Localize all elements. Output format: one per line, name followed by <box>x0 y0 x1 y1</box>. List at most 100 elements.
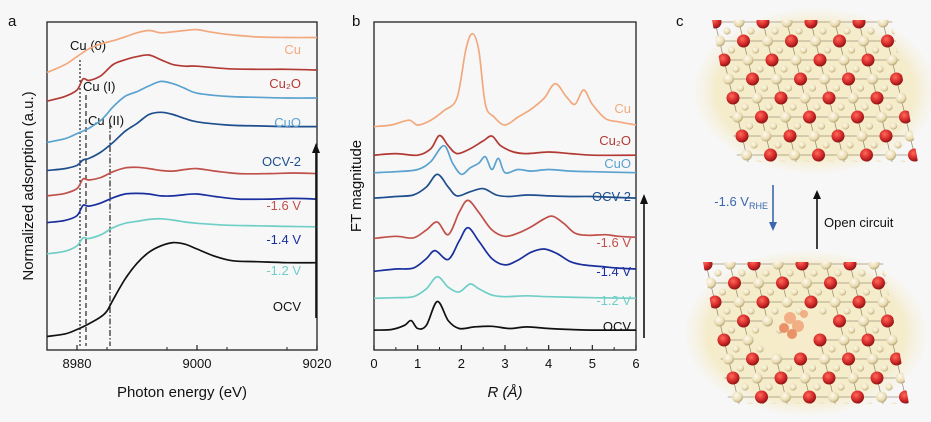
copper-atom <box>894 141 902 149</box>
x-tick-label: 2 <box>458 356 465 371</box>
copper-atom <box>867 27 875 35</box>
copper-atom <box>775 46 784 54</box>
series-label-OCV-2: OCV-2 <box>592 189 631 204</box>
oxygen-atom <box>735 129 749 143</box>
oxygen-atom <box>842 72 855 86</box>
copper-atom <box>849 277 860 289</box>
copper-atom <box>832 84 841 92</box>
copper-atom <box>843 27 851 35</box>
oxygen-atom <box>756 295 770 309</box>
oxygen-atom <box>822 371 836 385</box>
x-tick-label: 8980 <box>63 356 92 371</box>
copper-atom <box>798 141 806 149</box>
copper-atom <box>736 84 745 92</box>
copper-atom <box>819 307 827 315</box>
x-tick-label: 4 <box>545 356 552 371</box>
copper-atom <box>751 326 760 334</box>
copper-atom <box>771 73 782 85</box>
panel-a-series-labels: Cu Cu₂O CuO OCV-2 -1.6 V -1.4 V -1.2 V OCV <box>262 42 301 314</box>
copper-atom <box>856 84 865 92</box>
copper-atom <box>762 315 773 327</box>
copper-atom <box>723 307 731 315</box>
panel-c-label: c <box>676 13 684 30</box>
copper-atom <box>808 84 817 92</box>
copper-atom <box>837 383 845 391</box>
x-tick-label: 3 <box>501 356 508 371</box>
copper-atom <box>774 141 782 149</box>
oxygen-atom <box>813 53 827 67</box>
series-line-CuO <box>46 80 318 144</box>
series-label--16V: -1.6 V <box>266 198 301 213</box>
oxygen-atom <box>870 371 884 385</box>
copper-atom <box>732 345 740 353</box>
copper-atom <box>838 334 850 346</box>
oxygen-atom <box>890 352 903 366</box>
copper-atom <box>832 364 841 372</box>
x-tick-label: 1 <box>414 356 421 371</box>
oxygen-atom <box>824 276 837 290</box>
copper-atom <box>819 73 830 85</box>
copper-atom <box>771 27 779 35</box>
copper-atom <box>727 326 736 334</box>
copper-atom <box>724 262 736 270</box>
panel-a-x-ticks: 8980 9000 9020 <box>46 345 331 371</box>
copper-atom <box>780 65 788 73</box>
copper-atom <box>790 54 802 66</box>
panel-a-series <box>46 28 318 338</box>
copper-atom <box>886 334 898 346</box>
copper-atom <box>808 364 817 372</box>
copper-atom <box>858 35 869 47</box>
copper-atom <box>736 364 745 372</box>
copper-atom <box>867 307 875 315</box>
copper-atom <box>828 391 839 403</box>
reference-label-2: Cu (II) <box>88 113 124 128</box>
copper-atom <box>856 364 865 372</box>
copper-atom <box>823 46 832 54</box>
copper-atom <box>790 288 799 296</box>
copper-atom <box>814 288 823 296</box>
copper-atom <box>867 353 878 365</box>
panel-a-annotations: Cu (0) Cu (I) Cu (II) <box>70 38 124 346</box>
panel-b-series <box>373 32 637 331</box>
series-line--16V <box>373 199 637 240</box>
copper-atom <box>723 73 734 85</box>
copper-atom <box>799 92 811 104</box>
copper-atom <box>865 122 874 130</box>
oxygen-atom <box>872 276 885 290</box>
copper-atom <box>822 141 830 149</box>
panel-b-x-axis-title: R (Å) <box>488 384 523 401</box>
copper-atom <box>784 84 793 92</box>
oxygen-atom <box>708 295 722 309</box>
reference-label-1: Cu (I) <box>83 79 116 94</box>
oxygen-atom <box>755 390 768 404</box>
copper-atom <box>766 288 775 296</box>
copper-atom <box>760 84 769 92</box>
copper-atom <box>781 296 793 308</box>
series-line-OCV <box>46 241 318 338</box>
series-label--14V: -1.4 V <box>266 232 301 247</box>
copper-atom <box>727 46 736 54</box>
series-line-OCV <box>373 300 637 331</box>
series-label-OCV: OCV <box>273 299 302 314</box>
copper-atom <box>756 65 764 73</box>
copper-atom <box>838 54 850 66</box>
series-line--12V <box>46 217 318 255</box>
copper-atom <box>837 149 848 161</box>
copper-atom <box>837 103 845 111</box>
copper-atom <box>817 122 826 130</box>
copper-atom <box>789 383 797 391</box>
copper-atom <box>751 46 760 54</box>
copper-atom <box>760 130 772 142</box>
series-line--14V <box>46 192 318 224</box>
copper-atom <box>829 20 841 28</box>
oxygen-atom <box>726 371 740 385</box>
oxygen-atom <box>833 34 846 48</box>
copper-atom <box>885 103 893 111</box>
copper-atom <box>741 383 749 391</box>
copper-atom <box>834 269 842 277</box>
copper-atom <box>862 288 871 296</box>
oxygen-atom <box>803 110 816 124</box>
oxygen-atom <box>852 20 866 29</box>
copper-atom <box>751 92 763 104</box>
copper-atom <box>772 262 784 270</box>
